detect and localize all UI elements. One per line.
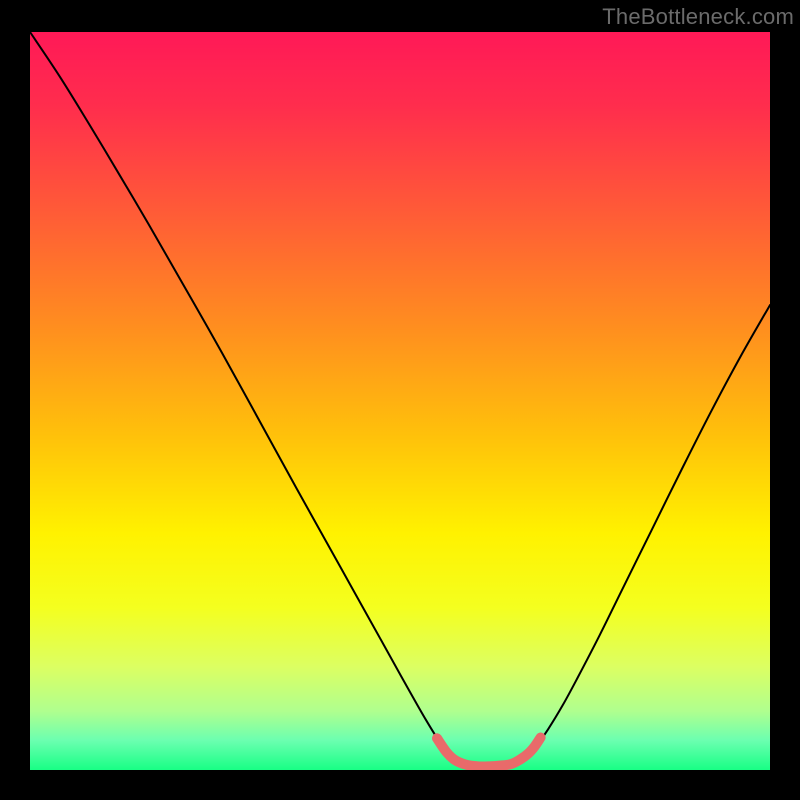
gradient-background bbox=[30, 32, 770, 770]
chart-frame: TheBottleneck.com bbox=[0, 0, 800, 800]
plot-area bbox=[30, 32, 770, 770]
watermark-text: TheBottleneck.com bbox=[602, 4, 794, 30]
bottleneck-curve-chart bbox=[30, 32, 770, 770]
